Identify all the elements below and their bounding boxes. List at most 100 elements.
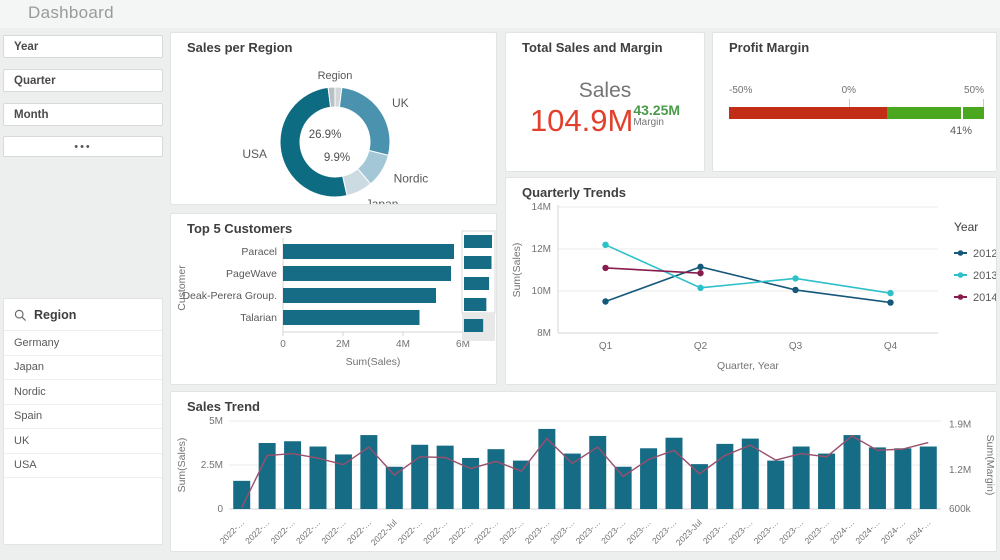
svg-text:2022-Jul: 2022-Jul	[369, 517, 399, 547]
svg-text:1.2M: 1.2M	[949, 465, 971, 476]
svg-text:2022-…: 2022-…	[319, 517, 347, 545]
svg-text:Q1: Q1	[599, 341, 613, 352]
svg-text:6M: 6M	[456, 339, 470, 350]
profit-margin-gauge[interactable]: -50% 0% 50% 41%	[729, 85, 984, 155]
region-item-uk[interactable]: UK	[4, 429, 162, 454]
top-bar: Dashboard	[0, 0, 1000, 28]
gauge-axis-labels: -50% 0% 50%	[729, 85, 984, 99]
svg-text:2024-…: 2024-…	[828, 517, 856, 545]
kpi-sales-label: Sales	[578, 79, 632, 102]
gauge-max-tick	[983, 99, 984, 107]
svg-text:2022-…: 2022-…	[497, 517, 525, 545]
filter-quarter[interactable]: Quarter	[3, 69, 163, 92]
svg-text:2M: 2M	[336, 339, 350, 350]
filter-month-label: Month	[14, 108, 49, 121]
svg-text:Nordic: Nordic	[394, 171, 429, 185]
card-quarterly-trends: Quarterly Trends 8M 10M 12M 14M Q1 Q2 Q3 Q4 Quar…	[505, 177, 997, 385]
svg-text:2023-…: 2023-…	[625, 517, 653, 545]
svg-text:Q3: Q3	[789, 341, 803, 352]
region-item-spain[interactable]: Spain	[4, 404, 162, 429]
svg-text:Deak-Perera Group.: Deak-Perera Group.	[182, 290, 277, 302]
svg-text:Sum(Sales): Sum(Sales)	[176, 438, 188, 493]
quarterly-trends-line-chart[interactable]: 8M 10M 12M 14M Q1 Q2 Q3 Q4 Quarter, Year Sum(Sale…	[506, 199, 996, 385]
svg-text:2024-…: 2024-…	[879, 517, 907, 545]
card-profit-margin: Profit Margin -50% 0% 50% 41%	[712, 32, 997, 172]
svg-text:4M: 4M	[396, 339, 410, 350]
svg-text:2024-…: 2024-…	[904, 517, 932, 545]
svg-text:10M: 10M	[532, 286, 551, 297]
gauge-zero-label: 0%	[841, 85, 857, 96]
region-item-usa[interactable]: USA	[4, 453, 162, 478]
svg-text:9.9%: 9.9%	[324, 152, 350, 164]
svg-text:2022-…: 2022-…	[218, 517, 246, 545]
svg-text:Sum(Sales): Sum(Sales)	[346, 356, 401, 368]
gauge-bar	[729, 107, 984, 119]
card-sales-per-region: Sales per Region Region UK Nordic Japan USA 2…	[170, 32, 497, 205]
svg-text:Region: Region	[318, 70, 353, 82]
svg-text:Customer: Customer	[176, 265, 188, 311]
kpi-margin-label: Margin	[633, 117, 664, 128]
gauge-max-label: 50%	[963, 85, 984, 96]
svg-text:2022-…: 2022-…	[472, 517, 500, 545]
svg-text:Year: Year	[954, 220, 978, 234]
svg-text:Talarian: Talarian	[240, 312, 277, 324]
card-profit-margin-title: Profit Margin	[729, 40, 810, 55]
gauge-red-segment	[729, 107, 888, 119]
region-listbox-title: Region	[34, 308, 77, 322]
kpi-margin-value: 43.25M	[633, 102, 681, 118]
svg-text:0: 0	[280, 339, 286, 350]
svg-text:2.5M: 2.5M	[201, 460, 223, 471]
card-top5-customers: Top 5 Customers Paracel PageWave Deak-Pere…	[170, 213, 497, 385]
filter-quarter-label: Quarter	[14, 74, 56, 87]
svg-text:2022-…: 2022-…	[294, 517, 322, 545]
donut-chart[interactable]: Region UK Nordic Japan USA 26.9% 9.9%	[171, 54, 498, 204]
sales-trend-combo-chart[interactable]: 0 2.5M 5M 600k 1.2M 1.9M Sum(Sales) Sum(Margin)…	[171, 411, 996, 551]
svg-text:2023-…: 2023-…	[777, 517, 805, 545]
svg-text:Quarter, Year: Quarter, Year	[717, 360, 779, 372]
svg-text:Sum(Margin): Sum(Margin)	[984, 435, 996, 496]
svg-text:2013: 2013	[973, 270, 996, 282]
svg-text:2023-…: 2023-…	[548, 517, 576, 545]
svg-text:1.9M: 1.9M	[949, 419, 971, 430]
card-sales-trend-title: Sales Trend	[187, 399, 260, 414]
region-listbox-header: Region	[4, 299, 162, 331]
svg-text:2023-…: 2023-…	[523, 517, 551, 545]
svg-text:0: 0	[217, 504, 223, 515]
page-title: Dashboard	[28, 3, 114, 22]
card-sales-per-region-title: Sales per Region	[187, 40, 293, 55]
card-quarterly-trends-title: Quarterly Trends	[522, 185, 627, 200]
svg-text:2023-Jul: 2023-Jul	[674, 517, 704, 547]
svg-text:UK: UK	[392, 96, 409, 110]
gauge-value-label: 41%	[950, 125, 973, 137]
svg-text:2014: 2014	[973, 292, 996, 304]
region-item-germany[interactable]: Germany	[4, 331, 162, 356]
svg-text:2023-…: 2023-…	[599, 517, 627, 545]
more-filters-button[interactable]: •••	[3, 136, 163, 157]
svg-text:PageWave: PageWave	[226, 268, 277, 280]
kpi-body[interactable]: Sales 104.9M 43.25M Margin	[506, 79, 704, 137]
svg-text:2022-…: 2022-…	[269, 517, 297, 545]
svg-text:5M: 5M	[209, 416, 223, 427]
filter-year-label: Year	[14, 40, 39, 53]
svg-text:Sum(Sales): Sum(Sales)	[511, 243, 523, 298]
region-listbox: Region Germany Japan Nordic Spain UK USA	[3, 298, 163, 545]
svg-text:8M: 8M	[537, 328, 551, 339]
svg-text:12M: 12M	[532, 244, 551, 255]
search-icon[interactable]	[14, 309, 27, 322]
filter-month[interactable]: Month	[3, 103, 163, 126]
svg-text:Paracel: Paracel	[241, 246, 277, 258]
top5-bar-chart[interactable]: Paracel PageWave Deak-Perera Group. Talaria…	[171, 230, 496, 380]
svg-text:Q4: Q4	[884, 341, 898, 352]
svg-text:14M: 14M	[532, 202, 551, 213]
svg-text:2023-…: 2023-…	[574, 517, 602, 545]
region-item-nordic[interactable]: Nordic	[4, 380, 162, 405]
svg-text:2023-…: 2023-…	[752, 517, 780, 545]
svg-text:2023-…: 2023-…	[803, 517, 831, 545]
region-item-japan[interactable]: Japan	[4, 355, 162, 380]
svg-text:2023-…: 2023-…	[726, 517, 754, 545]
filter-year[interactable]: Year	[3, 35, 163, 58]
card-top5-customers-title: Top 5 Customers	[187, 221, 293, 236]
svg-text:2022-…: 2022-…	[421, 517, 449, 545]
card-total-sales-margin: Total Sales and Margin Sales 104.9M 43.2…	[505, 32, 705, 172]
gauge-min-label: -50%	[729, 85, 753, 96]
